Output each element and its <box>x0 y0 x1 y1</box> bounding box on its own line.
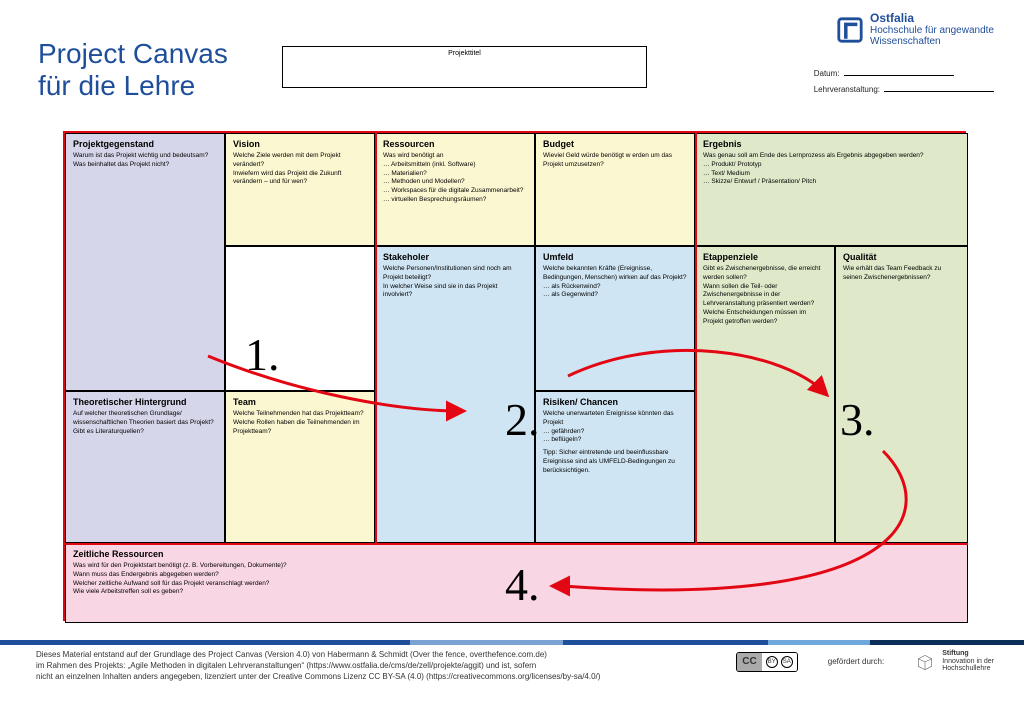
logo-sub2: Wissenschaften <box>870 36 994 47</box>
sponsor: Stiftung Innovation in der Hochschullehr… <box>914 650 994 673</box>
project-title-label: Projekttitel <box>448 50 481 57</box>
footer-line-1: Dieses Material entstand auf der Grundla… <box>36 650 600 661</box>
meta-fields: Datum: Lehrveranstaltung: <box>814 68 994 100</box>
block-theoretischer: Theoretischer HintergrundAuf welcher the… <box>65 391 225 543</box>
block-team: TeamWelche Teilnehmenden hat das Projekt… <box>225 391 375 543</box>
footer-line-3: nicht an einzelnen Inhalten anders angeg… <box>36 672 600 683</box>
cc-sa-icon: SA <box>781 656 793 668</box>
logo-name: Ostfalia <box>870 12 994 25</box>
logo-text: Ostfalia Hochschule für angewandte Wisse… <box>870 12 994 47</box>
canvas-frame: ProjektgegenstandWarum ist das Projekt w… <box>63 131 966 621</box>
page: Project Canvas für die Lehre Projekttite… <box>0 0 1024 724</box>
number-n2: 2. <box>505 393 540 446</box>
footer-bar-seg-4 <box>870 640 1024 645</box>
red-separator-0 <box>375 133 377 543</box>
footer-bar-seg-1 <box>410 640 564 645</box>
number-n4: 4. <box>505 558 540 611</box>
number-n3: 3. <box>840 393 875 446</box>
footer-bar-seg-3 <box>768 640 870 645</box>
block-projektgegenstand: ProjektgegenstandWarum ist das Projekt w… <box>65 133 225 391</box>
cc-by-icon: BY <box>766 656 778 668</box>
sponsor-line1: Stiftung <box>942 650 994 658</box>
block-etappenziele: EtappenzieleGibt es Zwischenergebnisse, … <box>695 246 835 543</box>
sponsor-text: Stiftung Innovation in der Hochschullehr… <box>942 650 994 673</box>
meta-date-line[interactable] <box>844 68 954 76</box>
sponsor-line3: Hochschullehre <box>942 665 994 673</box>
header: Project Canvas für die Lehre Projekttite… <box>0 0 1024 110</box>
footer-right: CC BY SA gefördert durch: Stiftung Innov… <box>736 650 994 673</box>
footer-attribution: Dieses Material entstand auf der Grundla… <box>36 650 600 682</box>
cc-left: CC <box>737 653 761 671</box>
title-line2: für die Lehre <box>38 70 195 101</box>
number-n1: 1. <box>245 328 280 381</box>
meta-course-label: Lehrveranstaltung: <box>814 85 880 94</box>
title-line1: Project Canvas <box>38 38 228 69</box>
block-risiken: Risiken/ ChancenWelche unerwarteten Erei… <box>535 391 695 543</box>
logo-sub1: Hochschule für angewandte <box>870 25 994 36</box>
block-budget: BudgetWieviel Geld würde benötigt w erde… <box>535 133 695 246</box>
footer-line-2: im Rahmen des Projekts: „Agile Methoden … <box>36 661 600 672</box>
sponsor-line2: Innovation in der <box>942 658 994 666</box>
cc-badge: CC BY SA <box>736 652 797 672</box>
meta-course-line[interactable] <box>884 84 994 92</box>
project-title-field[interactable]: Projekttitel <box>282 46 647 88</box>
red-separator-1 <box>695 133 697 543</box>
red-separator-2 <box>65 543 968 545</box>
main-title: Project Canvas für die Lehre <box>38 38 228 102</box>
block-umfeld: UmfeldWelche bekannten Kräfte (Ereigniss… <box>535 246 695 391</box>
footer-color-bar <box>0 640 1024 645</box>
sponsor-cube-icon <box>914 651 936 673</box>
sponsor-label: gefördert durch: <box>828 657 884 666</box>
footer-bar-seg-2 <box>563 640 768 645</box>
logo-icon <box>836 16 864 44</box>
footer-bar-seg-0 <box>0 640 410 645</box>
ostfalia-logo: Ostfalia Hochschule für angewandte Wisse… <box>836 12 994 47</box>
block-ressourcen: RessourcenWas wird benötigt anArbeitsmit… <box>375 133 535 246</box>
block-stakeholder: StakeholerWelche Personen/Institutionen … <box>375 246 535 391</box>
block-ergebnis: ErgebnisWas genau soll am Ende des Lernp… <box>695 133 968 246</box>
block-vision: VisionWelche Ziele werden mit dem Projek… <box>225 133 375 246</box>
meta-date-label: Datum: <box>814 69 840 78</box>
